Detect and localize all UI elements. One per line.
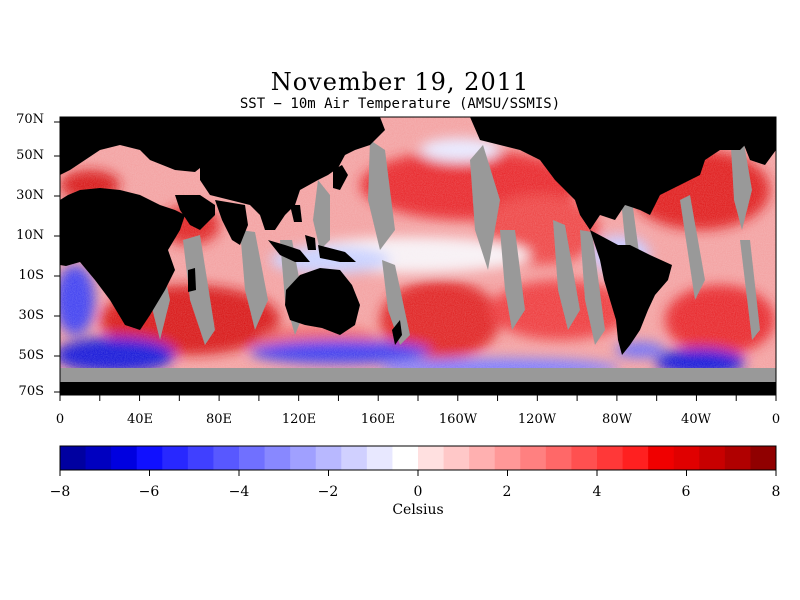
map-subtitle: SST − 10m Air Temperature (AMSU/SSMIS) <box>239 96 561 112</box>
lon-label: 80W <box>602 412 632 427</box>
lon-label: 0 <box>55 412 65 427</box>
lon-label: 80E <box>205 412 233 427</box>
colorbar-swatch <box>520 446 547 470</box>
lon-label: 120E <box>281 412 317 427</box>
colorbar-units-label: Celsius <box>392 502 444 518</box>
map-title: November 19, 2011 <box>270 68 530 96</box>
colorbar-swatch <box>341 446 368 470</box>
lat-label: 70N <box>16 112 44 127</box>
colorbar-swatch <box>724 446 751 470</box>
colorbar-swatch <box>366 446 393 470</box>
colorbar-tick-label: 0 <box>413 484 423 500</box>
colorbar-ticks <box>59 470 777 476</box>
lon-label: 160W <box>438 412 478 427</box>
lon-label: 0 <box>771 412 781 427</box>
colorbar-swatch <box>418 446 445 470</box>
colorbar-swatch <box>648 446 675 470</box>
lat-label: 70S <box>18 384 44 399</box>
lat-label: 50N <box>16 148 44 163</box>
land-masses <box>60 117 776 395</box>
colorbar-swatch <box>290 446 317 470</box>
colorbar-tick-label: 2 <box>502 484 512 500</box>
colorbar-swatch <box>699 446 726 470</box>
lat-ticks <box>54 121 60 393</box>
colorbar-tick-label: 4 <box>592 484 602 500</box>
lat-label: 50S <box>18 348 44 363</box>
lon-label: 40W <box>681 412 711 427</box>
lon-label: 160E <box>360 412 396 427</box>
colorbar-swatch <box>213 446 240 470</box>
colorbar-swatch <box>673 446 700 470</box>
lon-ticks <box>59 395 777 401</box>
colorbar-tick-label: 6 <box>681 484 691 500</box>
colorbar-swatch <box>85 446 112 470</box>
colorbar-swatch <box>571 446 598 470</box>
lat-label: 10N <box>16 228 44 243</box>
colorbar-tick-label: −6 <box>138 484 160 500</box>
colorbar-tick-label: 8 <box>771 484 781 500</box>
lat-label: 30S <box>18 308 44 323</box>
colorbar-swatch <box>545 446 572 470</box>
lat-label: 30N <box>16 188 44 203</box>
colorbar-swatch <box>597 446 624 470</box>
colorbar <box>60 446 777 470</box>
colorbar-tick-label: −2 <box>317 484 339 500</box>
colorbar-swatch <box>111 446 138 470</box>
lon-label: 40E <box>126 412 154 427</box>
colorbar-swatch <box>162 446 189 470</box>
colorbar-swatch <box>392 446 419 470</box>
colorbar-tick-label: −8 <box>49 484 71 500</box>
colorbar-swatch <box>187 446 214 470</box>
lat-label: 10S <box>18 268 44 283</box>
colorbar-swatch <box>750 446 777 470</box>
colorbar-swatch <box>239 446 266 470</box>
colorbar-swatch <box>494 446 521 470</box>
sst-anomaly-field <box>60 117 776 395</box>
colorbar-swatch <box>315 446 342 470</box>
colorbar-swatch <box>60 446 87 470</box>
colorbar-swatch <box>469 446 496 470</box>
colorbar-swatch <box>136 446 163 470</box>
colorbar-swatch <box>443 446 470 470</box>
colorbar-tick-label: −4 <box>228 484 250 500</box>
colorbar-swatch <box>622 446 649 470</box>
colorbar-swatch <box>264 446 291 470</box>
lon-label: 120W <box>517 412 557 427</box>
